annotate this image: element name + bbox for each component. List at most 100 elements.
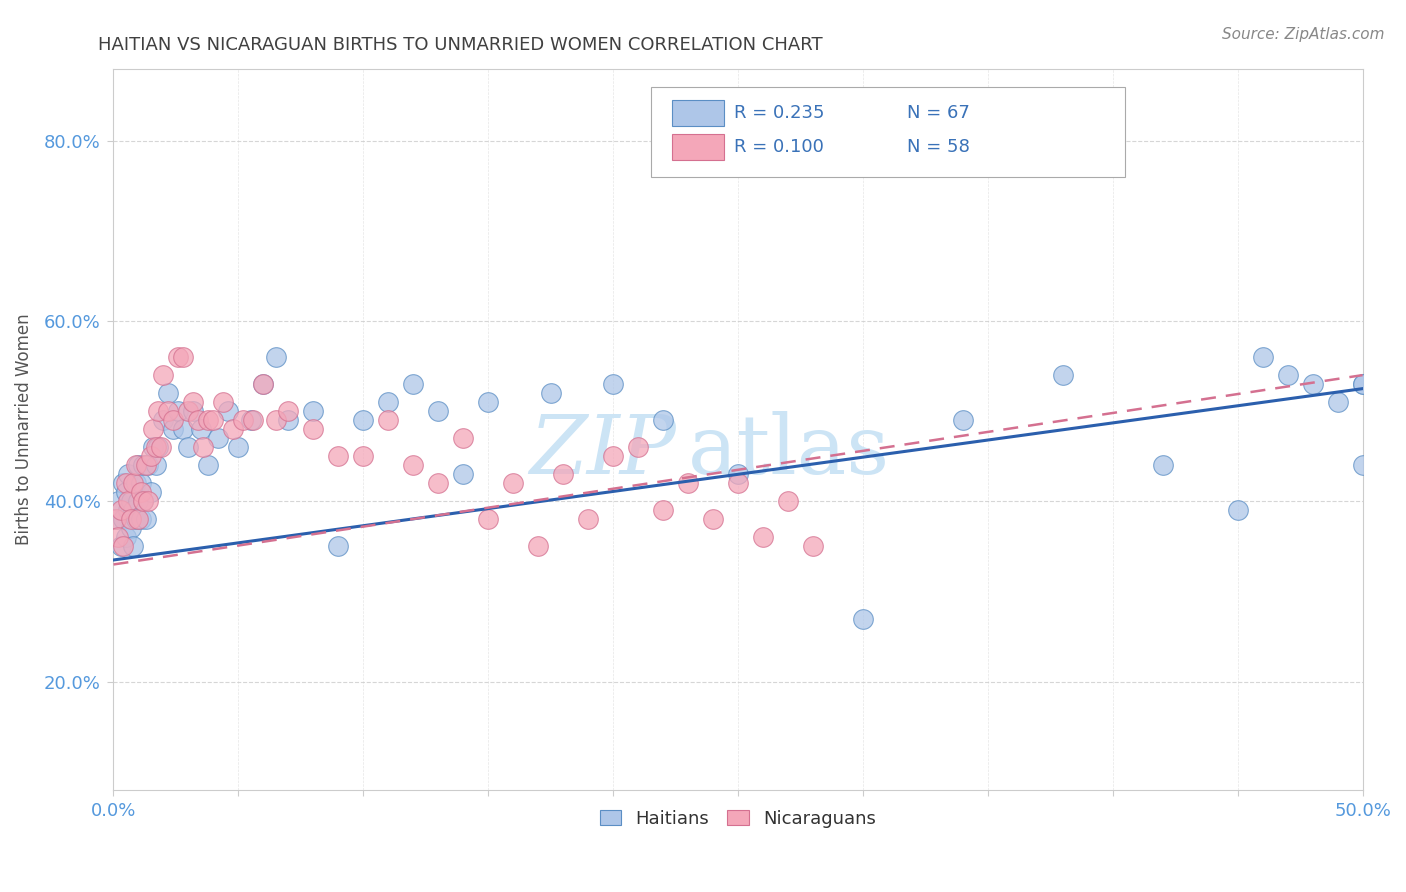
Point (115, 485, 138, 500)
Point (727, 476, 749, 491)
Point (117, 494, 139, 508)
Point (602, 377, 624, 392)
Point (676, 476, 699, 491)
FancyBboxPatch shape (651, 87, 1125, 177)
Point (952, 413, 974, 427)
Point (138, 494, 160, 508)
Point (352, 413, 374, 427)
Point (187, 413, 209, 427)
Point (112, 540, 135, 554)
Point (553, 467, 575, 482)
Point (177, 440, 200, 454)
Point (138, 458, 160, 473)
Point (602, 450, 624, 464)
Point (125, 512, 148, 526)
Point (377, 413, 399, 427)
Point (352, 450, 374, 464)
Point (132, 458, 155, 473)
Point (139, 450, 162, 464)
Point (277, 404, 299, 418)
Point (477, 395, 499, 409)
Point (222, 422, 245, 436)
Point (139, 485, 162, 500)
Point (115, 476, 138, 491)
Point (1152, 458, 1174, 473)
Point (1226, 503, 1249, 517)
Point (1302, 377, 1324, 392)
Point (1277, 368, 1299, 383)
Point (104, 512, 127, 526)
Point (117, 467, 139, 482)
Point (183, 395, 205, 409)
Text: ZIP: ZIP (529, 411, 675, 491)
Point (264, 413, 287, 427)
Point (852, 611, 875, 625)
Point (540, 386, 562, 401)
Point (1351, 377, 1374, 392)
Point (212, 395, 235, 409)
Point (197, 458, 219, 473)
Point (127, 512, 149, 526)
Point (120, 521, 142, 535)
Point (328, 540, 350, 554)
Point (264, 350, 287, 364)
Point (197, 413, 219, 427)
Point (112, 476, 135, 491)
Point (427, 404, 450, 418)
Point (302, 404, 325, 418)
Point (135, 458, 157, 473)
Point (162, 422, 184, 436)
Bar (672, 134, 724, 161)
Point (239, 413, 262, 427)
Point (242, 413, 264, 427)
Point (162, 413, 184, 427)
Text: N = 58: N = 58 (907, 138, 970, 156)
Point (167, 404, 190, 418)
Point (183, 404, 205, 418)
Point (1351, 458, 1374, 473)
Point (110, 503, 132, 517)
Point (125, 458, 148, 473)
Point (402, 377, 425, 392)
Point (502, 476, 524, 491)
Point (752, 530, 775, 544)
Point (451, 467, 474, 482)
Point (152, 413, 174, 427)
Text: N = 67: N = 67 (907, 104, 970, 122)
Point (148, 404, 170, 418)
Point (129, 512, 152, 526)
Point (172, 422, 194, 436)
Text: R = 0.100: R = 0.100 (734, 138, 824, 156)
Text: R = 0.235: R = 0.235 (734, 104, 825, 122)
Point (132, 494, 155, 508)
Point (129, 485, 152, 500)
Point (727, 467, 749, 482)
Point (576, 512, 599, 526)
Point (104, 512, 127, 526)
Point (107, 530, 129, 544)
Point (190, 422, 212, 436)
Point (148, 440, 170, 454)
Point (122, 503, 145, 517)
Point (129, 476, 152, 491)
Text: Source: ZipAtlas.com: Source: ZipAtlas.com (1222, 27, 1385, 42)
Point (122, 540, 145, 554)
Point (477, 512, 499, 526)
Point (152, 368, 174, 383)
Point (127, 458, 149, 473)
Point (122, 476, 145, 491)
Point (1052, 368, 1074, 383)
Point (627, 440, 650, 454)
Point (135, 512, 157, 526)
Point (427, 476, 450, 491)
Point (120, 494, 142, 508)
Point (145, 458, 167, 473)
Text: HAITIAN VS NICARAGUAN BIRTHS TO UNMARRIED WOMEN CORRELATION CHART: HAITIAN VS NICARAGUAN BIRTHS TO UNMARRIE… (98, 36, 823, 54)
Point (149, 440, 172, 454)
Point (801, 540, 824, 554)
Point (107, 494, 129, 508)
Point (302, 422, 325, 436)
Point (110, 540, 132, 554)
Point (1251, 350, 1274, 364)
Point (127, 494, 149, 508)
